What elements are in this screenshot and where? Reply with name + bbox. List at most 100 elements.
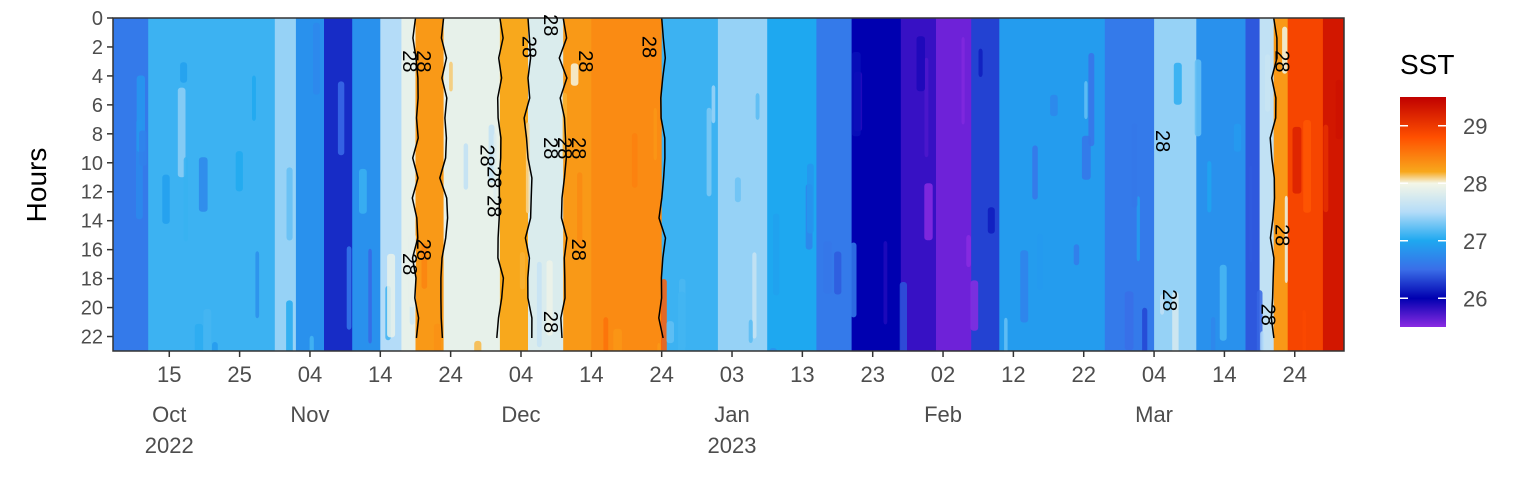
sst-variation-patch bbox=[851, 52, 861, 137]
x-tick-month-label: Feb bbox=[924, 402, 962, 427]
sst-variation-patch bbox=[966, 235, 971, 268]
sst-variation-patch bbox=[1173, 62, 1182, 105]
sst-variation-patch bbox=[834, 251, 842, 295]
sst-variation-patch bbox=[1302, 310, 1306, 351]
sst-variation-patch bbox=[823, 241, 832, 294]
x-tick-day-label: 14 bbox=[1212, 362, 1236, 387]
contour-line-28 bbox=[411, 18, 420, 339]
sst-variation-patch bbox=[1124, 291, 1134, 351]
sst-band bbox=[591, 18, 663, 351]
sst-variation-patch bbox=[235, 151, 243, 192]
contour-line-28 bbox=[496, 18, 505, 339]
x-axis: 15 Oct 2022 25 04 Nov 14 24 04 Dec 14 24 03 Jan 2023 13… bbox=[145, 351, 1307, 458]
sst-variation-patch bbox=[711, 85, 716, 124]
sst-variation-patch bbox=[970, 280, 979, 331]
sst-variation-patch bbox=[212, 342, 218, 351]
y-axis: 0 2 4 6 8 10 12 14 16 18 20 22 bbox=[81, 8, 113, 349]
contour-line-28 bbox=[1269, 18, 1278, 339]
contour-label: 28 bbox=[412, 50, 434, 72]
sst-variation-patch bbox=[286, 300, 293, 351]
legend-tick-label: 29 bbox=[1463, 114, 1487, 139]
contour-label: 28 bbox=[1270, 50, 1292, 72]
sst-variation-patch bbox=[252, 75, 256, 121]
x-tick-day-label: 13 bbox=[790, 362, 814, 387]
contour-label: 28 bbox=[637, 36, 659, 58]
sst-band bbox=[528, 18, 564, 351]
y-tick-label: 4 bbox=[92, 66, 103, 88]
contour-label: 28 bbox=[1151, 130, 1173, 152]
sst-variation-patch bbox=[1004, 317, 1008, 351]
sst-variation-patch bbox=[748, 319, 753, 343]
sst-variation-patch bbox=[577, 172, 583, 249]
y-tick-label: 6 bbox=[92, 95, 103, 117]
sst-variation-patch bbox=[536, 261, 542, 348]
sst-variation-patch bbox=[1050, 94, 1058, 117]
contour-label: 28 bbox=[518, 36, 540, 58]
sst-variation-patch bbox=[631, 133, 638, 188]
sst-variation-patch bbox=[978, 48, 983, 77]
contour-label: 28 bbox=[553, 137, 575, 159]
sst-variation-patch bbox=[463, 143, 469, 190]
sst-variation-patch bbox=[1207, 161, 1212, 213]
sst-variation-patch bbox=[1233, 123, 1242, 152]
sst-variation-patch bbox=[807, 163, 814, 234]
sst-variation-patch bbox=[570, 63, 579, 86]
x-tick-day-label: 23 bbox=[860, 362, 884, 387]
sst-variation-patch bbox=[1249, 165, 1253, 263]
contour-label: 28 bbox=[1256, 304, 1278, 326]
sst-variation-patch bbox=[653, 107, 657, 161]
sst-band bbox=[1273, 18, 1289, 351]
sst-variation-patch bbox=[924, 183, 933, 241]
sst-variation-patch bbox=[359, 168, 367, 214]
contour-labels: 2828282828282828282828282828282828282828… bbox=[398, 14, 1292, 333]
sst-variation-patch bbox=[1081, 135, 1091, 180]
sst-variation-patch bbox=[309, 335, 314, 351]
sst-variation-patch bbox=[449, 61, 453, 92]
contour-lines bbox=[411, 18, 1278, 339]
sst-band bbox=[295, 18, 325, 351]
sst-variation-patch bbox=[657, 342, 661, 351]
contour-label: 28 bbox=[483, 166, 505, 188]
contour-line-28 bbox=[523, 18, 533, 339]
sst-variation-patch bbox=[409, 304, 415, 325]
y-tick-label: 20 bbox=[81, 298, 103, 320]
sst-band bbox=[816, 18, 853, 351]
contour-label: 28 bbox=[539, 14, 561, 36]
sst-variation-patch bbox=[433, 323, 441, 351]
sst-variation-patch bbox=[1323, 124, 1329, 213]
sst-variation-patch bbox=[180, 62, 188, 83]
sst-band bbox=[443, 18, 501, 351]
x-tick-day-label: 04 bbox=[1142, 362, 1166, 387]
sst-variation-patch bbox=[769, 348, 778, 351]
sst-variation-patch bbox=[1020, 250, 1029, 323]
sst-band bbox=[274, 18, 297, 351]
sst-variation-patch bbox=[666, 321, 674, 344]
sst-variation-patch bbox=[255, 251, 260, 319]
x-tick-day-label: 22 bbox=[1071, 362, 1095, 387]
sst-variation-patch bbox=[924, 57, 929, 158]
x-tick-day-label: 24 bbox=[1283, 362, 1307, 387]
sst-variation-patch bbox=[1282, 26, 1288, 74]
sst-band bbox=[499, 18, 529, 351]
sst-variation-patch bbox=[346, 246, 352, 330]
sst-band bbox=[999, 18, 1106, 351]
sst-variation-patch bbox=[1260, 331, 1265, 351]
legend: SST 26 27 28 29 bbox=[1400, 49, 1487, 327]
sst-variation-patch bbox=[916, 36, 925, 92]
sst-variation-patch bbox=[474, 340, 482, 351]
sst-variation-patch bbox=[488, 124, 495, 183]
sst-variation-patch bbox=[1142, 307, 1148, 351]
x-tick-year-label: 2022 bbox=[145, 433, 194, 458]
sst-band bbox=[415, 18, 445, 351]
contour-label: 28 bbox=[483, 195, 505, 217]
x-tick-month-label: Mar bbox=[1135, 402, 1173, 427]
contour-line-28 bbox=[658, 18, 667, 339]
sst-variation-patch bbox=[519, 252, 525, 290]
sst-variation-patch bbox=[203, 308, 212, 351]
y-tick-label: 10 bbox=[81, 153, 103, 175]
sst-variation-patch bbox=[177, 87, 186, 178]
sst-variation-patch bbox=[198, 157, 208, 212]
sst-variation-patch bbox=[1335, 79, 1343, 140]
legend-ticks: 26 27 28 29 bbox=[1400, 114, 1487, 311]
